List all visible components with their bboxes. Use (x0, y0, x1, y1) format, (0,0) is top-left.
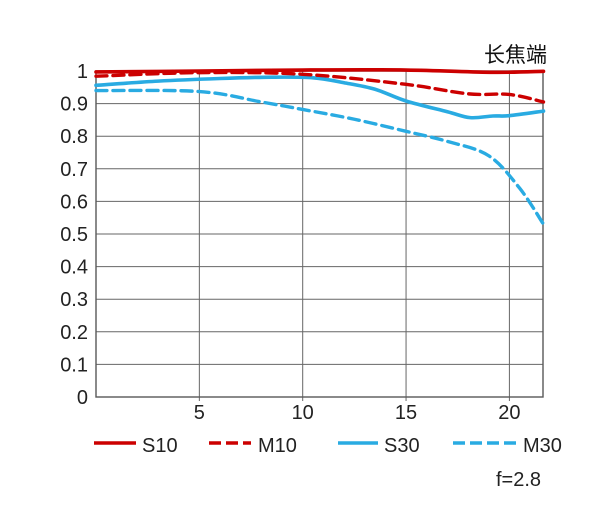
svg-text:0.3: 0.3 (60, 289, 88, 311)
svg-text:长焦端: 长焦端 (484, 44, 547, 67)
svg-text:0.1: 0.1 (60, 354, 88, 376)
svg-text:0: 0 (77, 387, 88, 409)
svg-text:20: 20 (498, 402, 520, 424)
svg-text:0.8: 0.8 (60, 126, 88, 148)
svg-text:0.7: 0.7 (60, 159, 88, 181)
svg-text:S30: S30 (384, 435, 420, 457)
svg-text:M30: M30 (523, 435, 562, 457)
svg-text:f=2.8: f=2.8 (496, 469, 541, 491)
svg-text:S10: S10 (142, 435, 178, 457)
svg-text:0.6: 0.6 (60, 191, 88, 213)
svg-text:0.2: 0.2 (60, 322, 88, 344)
svg-text:5: 5 (194, 402, 205, 424)
svg-text:0.9: 0.9 (60, 94, 88, 116)
svg-text:M10: M10 (258, 435, 297, 457)
svg-text:0.5: 0.5 (60, 224, 88, 246)
svg-text:0.4: 0.4 (60, 257, 88, 279)
svg-text:15: 15 (395, 402, 417, 424)
svg-text:10: 10 (292, 402, 314, 424)
svg-text:1: 1 (77, 61, 88, 83)
